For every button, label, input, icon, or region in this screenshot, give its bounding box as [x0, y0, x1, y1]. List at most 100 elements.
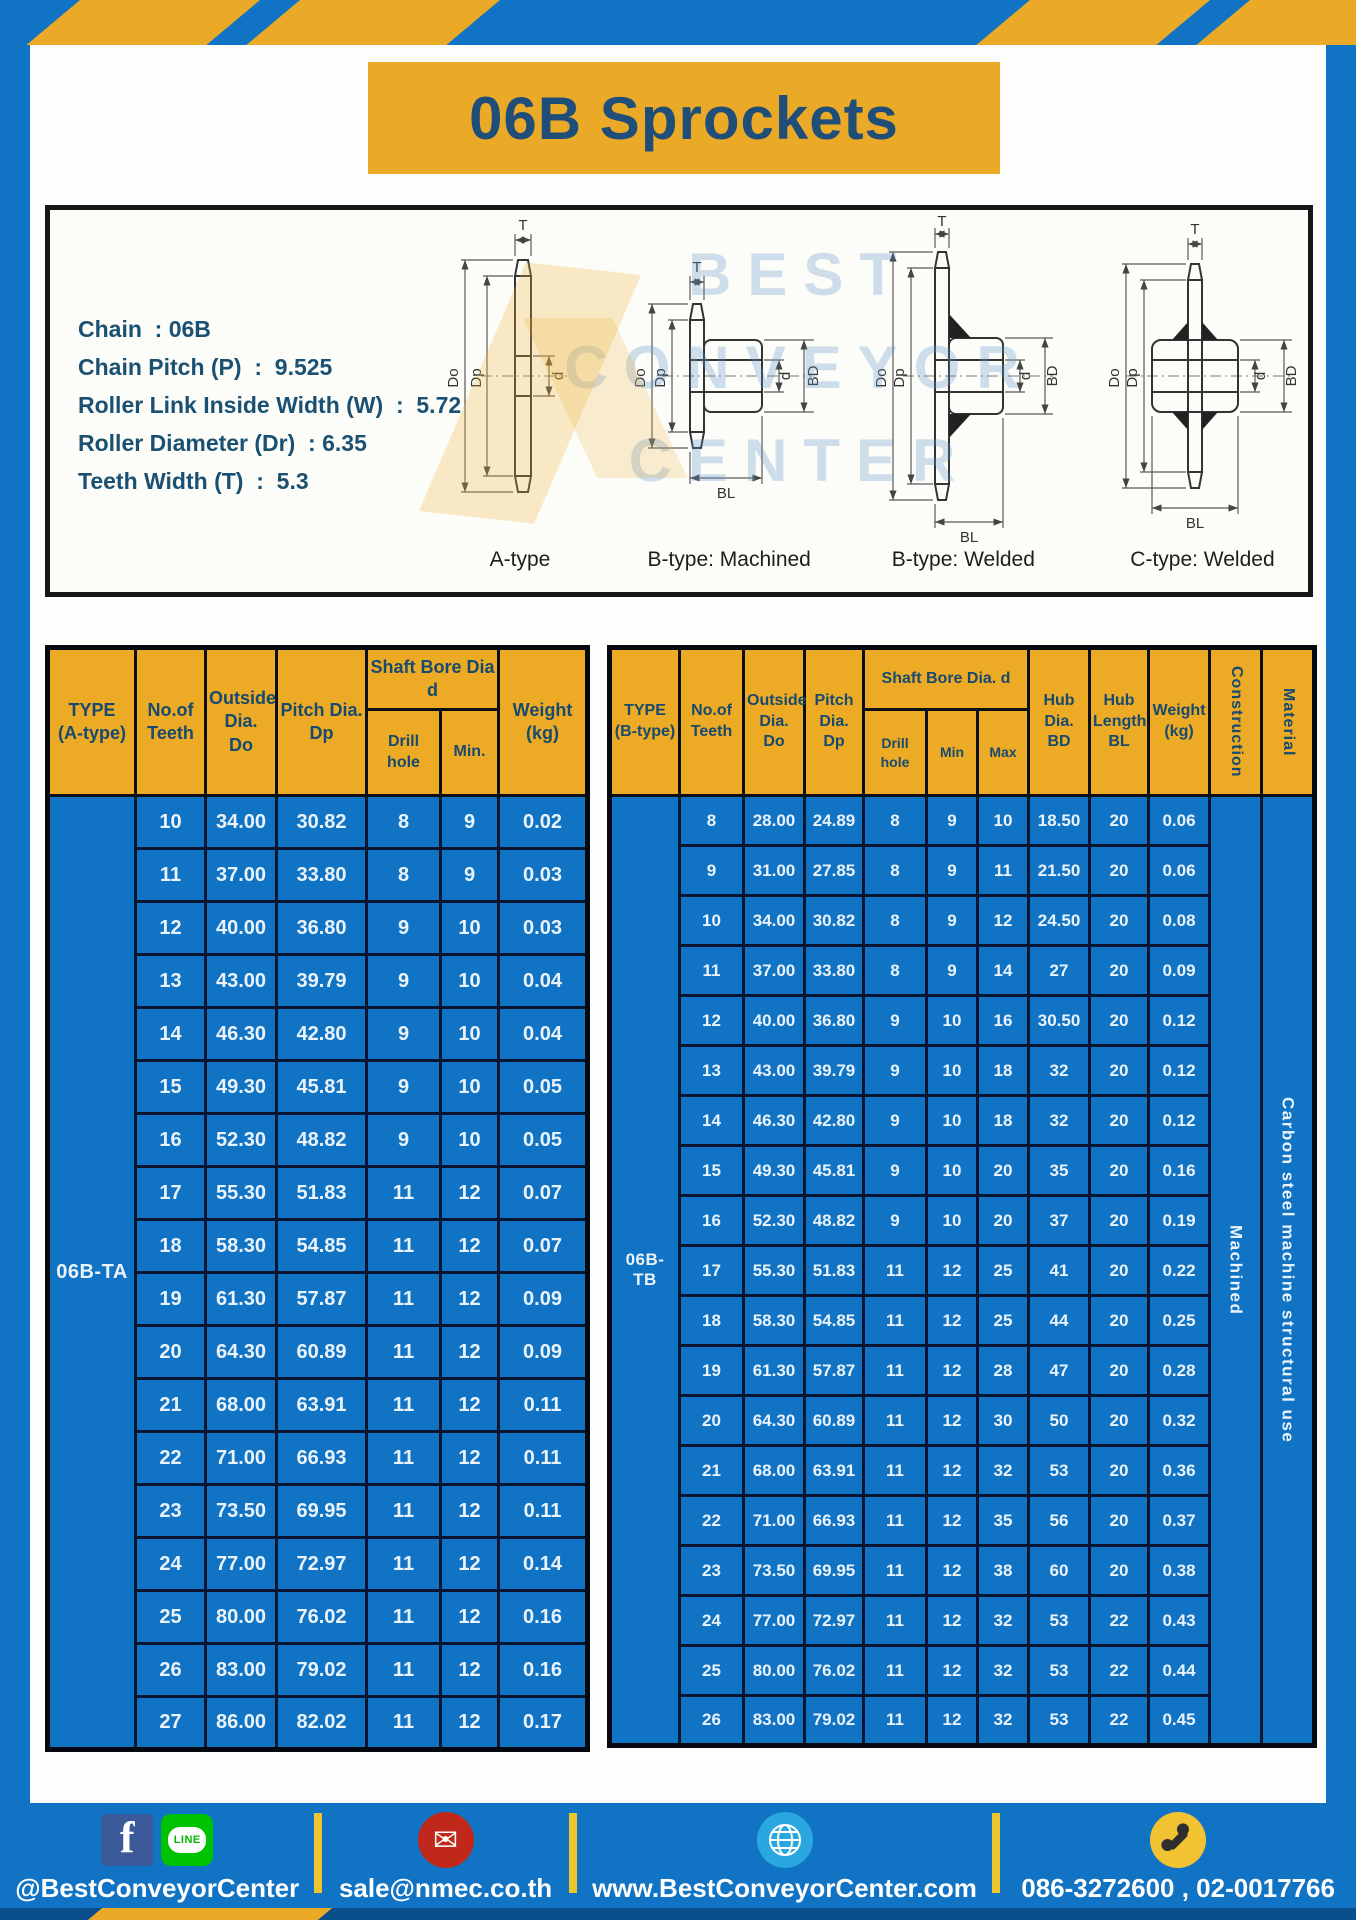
col-header-shaft-bore: Shaft Bore Dia d — [365, 646, 500, 711]
footer-website[interactable]: www.BestConveyorCenter.com — [577, 1803, 993, 1908]
table-cell: 64.30 — [742, 1394, 806, 1447]
table-cell: 79.02 — [803, 1694, 865, 1747]
table-cell: 22 — [1088, 1644, 1151, 1697]
table-cell: 0.03 — [497, 900, 589, 956]
table-cell: 55.30 — [204, 1165, 278, 1221]
table-cell: 12 — [439, 1589, 500, 1645]
table-row: 13 43.00 39.79 9 10 18 32 20 0.12 — [610, 1044, 1315, 1097]
table-cell: 11 — [365, 1695, 442, 1751]
table-cell: 11 — [365, 1377, 442, 1433]
table-cell: 10 — [925, 1044, 979, 1097]
table-cell: 34.00 — [742, 894, 806, 947]
table-cell: 33.80 — [275, 847, 368, 903]
svg-text:d: d — [777, 372, 794, 380]
table-cell: 60.89 — [275, 1324, 368, 1380]
table-cell: 0.32 — [1147, 1394, 1212, 1447]
table-row: 14 46.30 42.80 9 10 18 32 20 0.12 — [610, 1094, 1315, 1147]
table-cell: 58.30 — [742, 1294, 806, 1347]
top-decorative-band — [0, 0, 1356, 45]
footer-social[interactable]: f LINE @BestConveyorCenter — [0, 1803, 314, 1908]
table-cell: 20 — [1088, 1044, 1151, 1097]
table-cell: 36.80 — [275, 900, 368, 956]
table-cell: 11 — [365, 1324, 442, 1380]
table-cell: 12 — [439, 1536, 500, 1592]
table-cell: 76.02 — [275, 1589, 368, 1645]
type-cell: 06B-TB — [608, 794, 681, 1747]
table-cell: 10 — [439, 1059, 500, 1115]
table-cell: 73.50 — [742, 1544, 806, 1597]
table-cell: 34.00 — [204, 794, 278, 850]
vert-cell: Machined — [1208, 794, 1264, 1747]
table-cell: 26 — [134, 1642, 207, 1698]
table-cell: 12 — [925, 1494, 979, 1547]
table-cell: 0.03 — [497, 847, 589, 903]
table-cell: 10 — [678, 894, 745, 947]
table-cell: 25 — [134, 1589, 207, 1645]
header-subrow: Drill hole Min. — [48, 708, 588, 797]
table-cell: 54.85 — [275, 1218, 368, 1274]
table-cell: 69.95 — [803, 1544, 865, 1597]
table-cell: 61.30 — [742, 1344, 806, 1397]
col-header-shaft-bore: Shaft Bore Dia. d — [861, 646, 1031, 711]
table-row: 20 64.30 60.89 11 12 0.09 — [48, 1324, 589, 1380]
footer-phone[interactable]: 086-3272600 , 02-0017766 — [1000, 1803, 1356, 1908]
table-cell: 52.30 — [742, 1194, 806, 1247]
table-row: 19 61.30 57.87 11 12 28 47 20 0.28 — [610, 1344, 1315, 1397]
table-cell: 12 — [925, 1544, 979, 1597]
table-cell: 14 — [678, 1094, 745, 1147]
table-cell: 60 — [1027, 1544, 1092, 1597]
table-cell: 9 — [365, 953, 442, 1009]
table-cell: 10 — [439, 1112, 500, 1168]
bottom-decorative-strip — [0, 1908, 1356, 1920]
table-cell: 11 — [365, 1218, 442, 1274]
table-cell: 60.89 — [803, 1394, 865, 1447]
table-cell: 11 — [862, 1394, 928, 1447]
table-cell: 9 — [925, 944, 979, 997]
table-cell: 9 — [925, 844, 979, 897]
table-cell: 32 — [1027, 1044, 1092, 1097]
email-icon: ✉ — [417, 1812, 474, 1868]
table-cell: 31.00 — [742, 844, 806, 897]
table-cell: 20 — [1088, 1394, 1151, 1447]
table-cell: 58.30 — [204, 1218, 278, 1274]
table-cell: 0.25 — [1147, 1294, 1212, 1347]
table-cell: 23 — [134, 1483, 207, 1539]
table-cell: 37.00 — [204, 847, 278, 903]
header-row: TYPE (A-type) No.of Teeth Outside Dia. D… — [46, 646, 589, 797]
table-cell: 77.00 — [742, 1594, 806, 1647]
table-row: 11 37.00 33.80 8 9 14 27 20 0.09 — [610, 944, 1315, 997]
table-cell: 46.30 — [204, 1006, 278, 1062]
table-cell: 32 — [975, 1694, 1031, 1747]
col-header-weight: Weight (kg) — [1147, 646, 1212, 797]
table-cell: 35 — [975, 1494, 1031, 1547]
table-cell: 11 — [365, 1536, 442, 1592]
table-cell: 9 — [862, 1044, 928, 1097]
table-cell: 24 — [134, 1536, 207, 1592]
svg-text:BL: BL — [960, 529, 978, 546]
table-cell: 47 — [1027, 1344, 1092, 1397]
table-cell: 0.02 — [497, 794, 589, 850]
svg-text:T: T — [518, 217, 527, 234]
footer-social-handle: @BestConveyorCenter — [15, 1873, 300, 1903]
footer-email[interactable]: ✉ sale@nmec.co.th — [322, 1803, 569, 1908]
table-cell: 8 — [862, 944, 928, 997]
table-cell: 54.85 — [803, 1294, 865, 1347]
table-cell: 11 — [862, 1444, 928, 1497]
table-row: 23 73.50 69.95 11 12 0.11 — [48, 1483, 589, 1539]
table-cell: 12 — [439, 1377, 500, 1433]
table-cell: 11 — [365, 1483, 442, 1539]
table-cell: 57.87 — [803, 1344, 865, 1397]
table-cell: 0.06 — [1147, 844, 1212, 897]
table-cell: 12 — [439, 1483, 500, 1539]
table-cell: 0.12 — [1147, 994, 1212, 1047]
table-cell: 66.93 — [803, 1494, 865, 1547]
table-row: 15 49.30 45.81 9 10 20 35 20 0.16 — [610, 1144, 1315, 1197]
table-cell: 11 — [862, 1644, 928, 1697]
table-cell: 13 — [678, 1044, 745, 1097]
table-cell: 20 — [975, 1144, 1031, 1197]
table-cell: 8 — [365, 794, 442, 850]
yellow-stripe — [26, 0, 260, 45]
table-cell: 0.36 — [1147, 1444, 1212, 1497]
table-cell: 0.43 — [1147, 1594, 1212, 1647]
